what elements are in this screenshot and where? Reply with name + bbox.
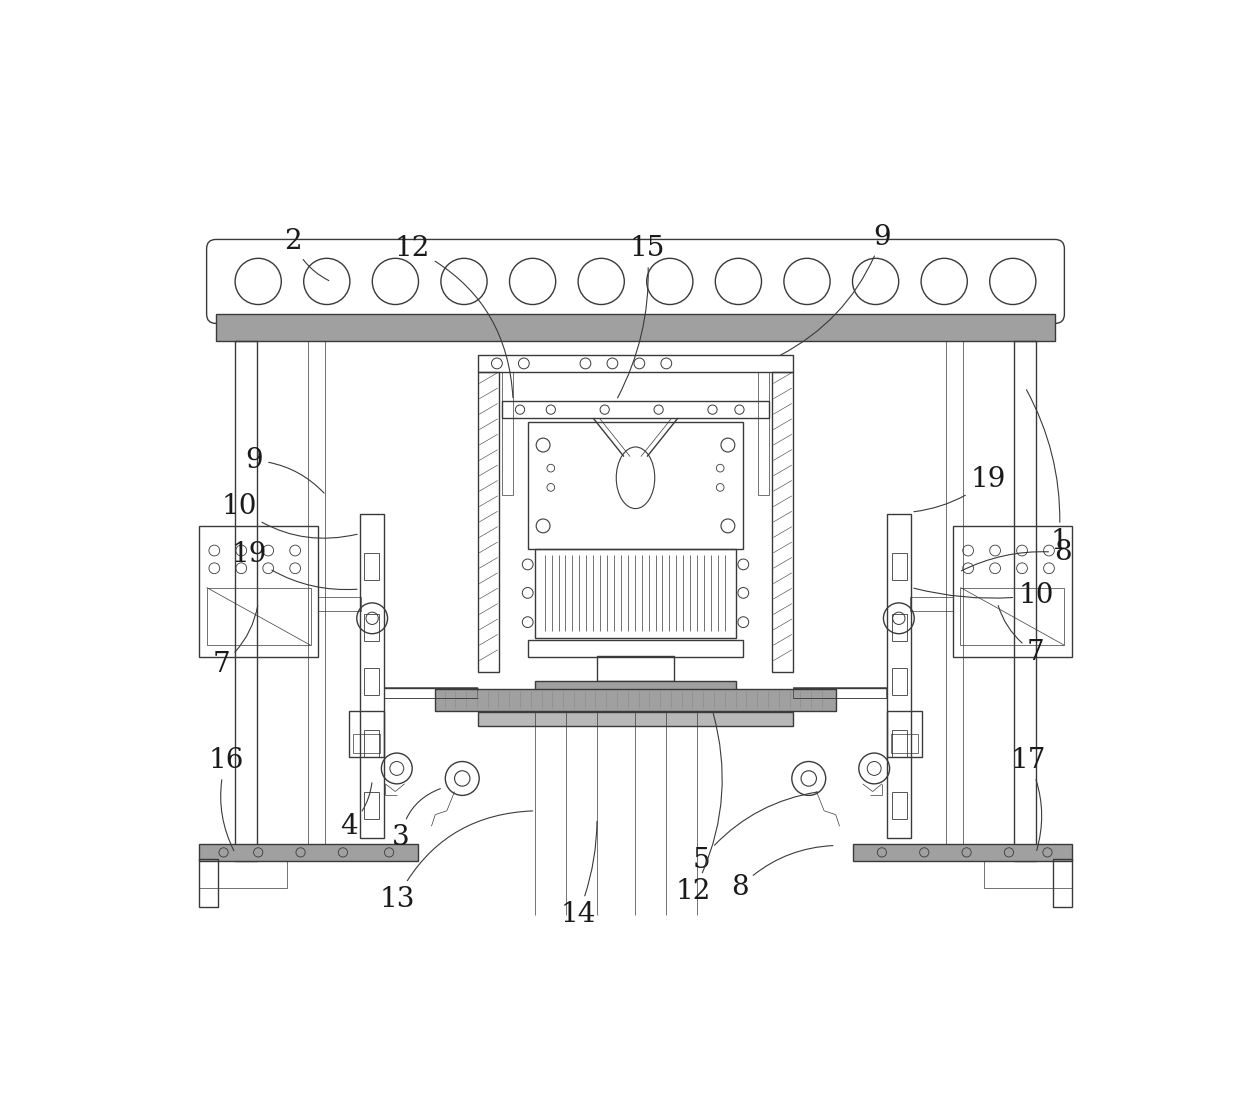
Text: 17: 17: [1011, 747, 1047, 850]
Text: 10: 10: [914, 582, 1054, 608]
Bar: [528, 422, 743, 549]
Bar: [1014, 341, 1035, 861]
Text: 7: 7: [998, 606, 1045, 666]
Bar: [536, 680, 735, 692]
Bar: [236, 341, 257, 861]
Bar: [502, 401, 769, 418]
Bar: [892, 553, 908, 579]
Text: 10: 10: [221, 493, 357, 538]
Bar: [946, 341, 962, 861]
Text: 3: 3: [392, 788, 440, 851]
Bar: [596, 656, 675, 682]
Bar: [319, 597, 361, 611]
Bar: [435, 689, 836, 710]
Bar: [198, 526, 319, 657]
Bar: [536, 549, 735, 637]
Bar: [363, 791, 379, 818]
Bar: [1053, 859, 1073, 907]
Text: 19: 19: [232, 541, 357, 589]
Text: 8: 8: [730, 846, 833, 901]
Bar: [887, 514, 911, 838]
Bar: [794, 687, 885, 698]
Bar: [198, 859, 218, 907]
Bar: [207, 587, 310, 645]
Text: 12: 12: [676, 714, 722, 905]
Bar: [888, 710, 921, 757]
Bar: [952, 526, 1073, 657]
Text: 8: 8: [961, 539, 1071, 571]
Bar: [758, 372, 769, 495]
Text: 2: 2: [284, 228, 329, 281]
Bar: [853, 844, 1073, 861]
FancyBboxPatch shape: [207, 240, 1064, 323]
Bar: [983, 861, 1073, 888]
Bar: [353, 734, 379, 753]
Text: 14: 14: [560, 821, 596, 928]
Bar: [350, 710, 383, 757]
Bar: [477, 372, 500, 673]
Text: 9: 9: [780, 223, 890, 355]
Bar: [363, 668, 379, 695]
Text: 15: 15: [618, 235, 665, 397]
Bar: [528, 639, 743, 657]
Ellipse shape: [616, 447, 655, 508]
Bar: [363, 553, 379, 579]
Text: 5: 5: [692, 791, 817, 875]
Bar: [502, 372, 513, 495]
Text: 9: 9: [246, 447, 324, 493]
Bar: [360, 514, 384, 838]
Text: 16: 16: [208, 747, 243, 850]
Text: 1: 1: [1027, 390, 1068, 555]
Bar: [198, 861, 288, 888]
Bar: [892, 734, 918, 753]
Bar: [363, 730, 379, 757]
Bar: [892, 615, 908, 642]
Bar: [892, 791, 908, 818]
Bar: [216, 314, 1055, 341]
Bar: [477, 713, 794, 726]
Bar: [771, 372, 794, 673]
Bar: [384, 687, 477, 698]
Text: 13: 13: [379, 811, 533, 912]
Bar: [910, 597, 952, 611]
Bar: [363, 615, 379, 642]
Text: 19: 19: [914, 466, 1006, 512]
Bar: [309, 341, 325, 861]
Text: 7: 7: [212, 606, 258, 678]
Text: 12: 12: [394, 235, 513, 397]
Bar: [477, 355, 794, 372]
Text: 4: 4: [340, 783, 372, 839]
Bar: [892, 730, 908, 757]
Bar: [198, 844, 418, 861]
Bar: [961, 587, 1064, 645]
Bar: [892, 668, 908, 695]
